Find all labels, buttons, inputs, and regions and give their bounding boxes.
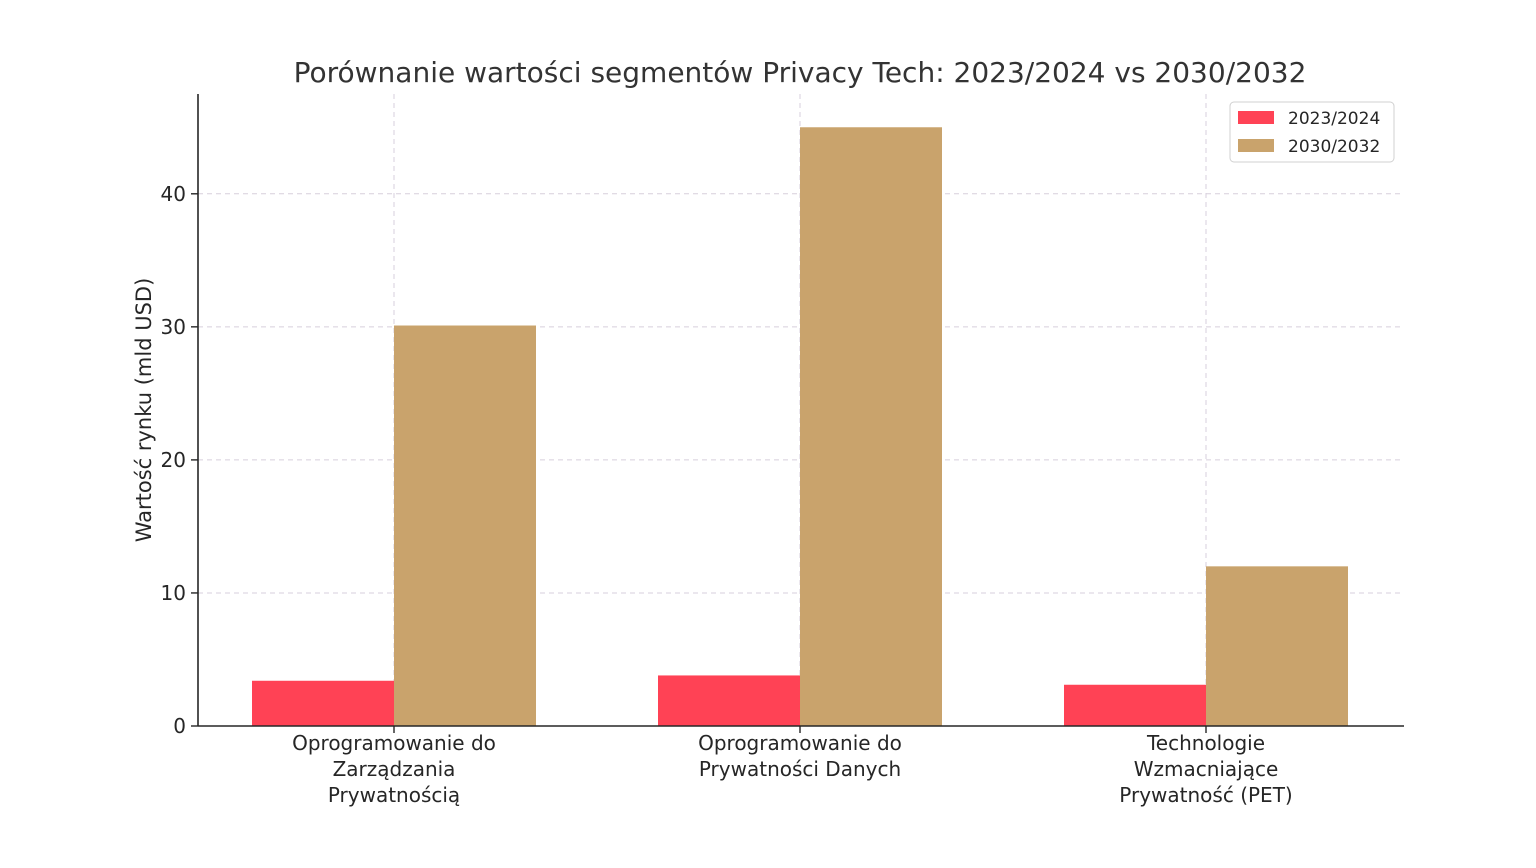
x-category-label-line: Technologie (1146, 731, 1265, 755)
bar-2030-2032-2 (800, 127, 942, 726)
x-category-label-line: Prywatność (PET) (1119, 783, 1292, 807)
x-category-label-line: Oprogramowanie do (698, 731, 902, 755)
y-tick-label: 10 (161, 581, 186, 605)
x-category-label-line: Prywatnością (328, 783, 460, 807)
legend-swatch (1238, 139, 1274, 152)
x-category-label: Technologie Wzmacniające Prywatność (PET) (1119, 731, 1292, 807)
x-category-label: Oprogramowanie do Prywatności Danych (698, 731, 902, 781)
bar-2023-2024-2 (658, 675, 800, 726)
x-category-label-line: Zarządzania (333, 757, 456, 781)
bar-2030-2032-3 (1206, 566, 1348, 726)
y-tick-labels: 0 10 20 30 40 (161, 182, 186, 738)
bar-2023-2024-1 (252, 680, 394, 726)
chart-title: Porównanie wartości segmentów Privacy Te… (294, 56, 1307, 89)
y-tick-label: 40 (161, 182, 186, 206)
bar-2030-2032-1 (394, 325, 536, 726)
x-category-label-line: Wzmacniające (1134, 757, 1279, 781)
legend-entry-label: 2030/2032 (1288, 137, 1380, 157)
x-category-label: Oprogramowanie do Zarządzania Prywatnością (292, 731, 496, 807)
legend-swatch (1238, 111, 1274, 124)
legend-entry-label: 2023/2024 (1288, 109, 1380, 129)
axes (191, 94, 1404, 733)
bars (252, 127, 1348, 726)
y-axis-label: Wartość rynku (mld USD) (132, 278, 156, 543)
legend: 2023/2024 2030/2032 (1229, 101, 1395, 163)
x-category-label-line: Prywatności Danych (699, 757, 901, 781)
x-category-label-line: Oprogramowanie do (292, 731, 496, 755)
x-category-labels: Oprogramowanie do Zarządzania Prywatnością… (292, 731, 1293, 807)
y-tick-label: 0 (173, 714, 186, 738)
bar-2023-2024-3 (1064, 684, 1206, 726)
y-tick-label: 30 (161, 315, 186, 339)
y-tick-label: 20 (161, 448, 186, 472)
